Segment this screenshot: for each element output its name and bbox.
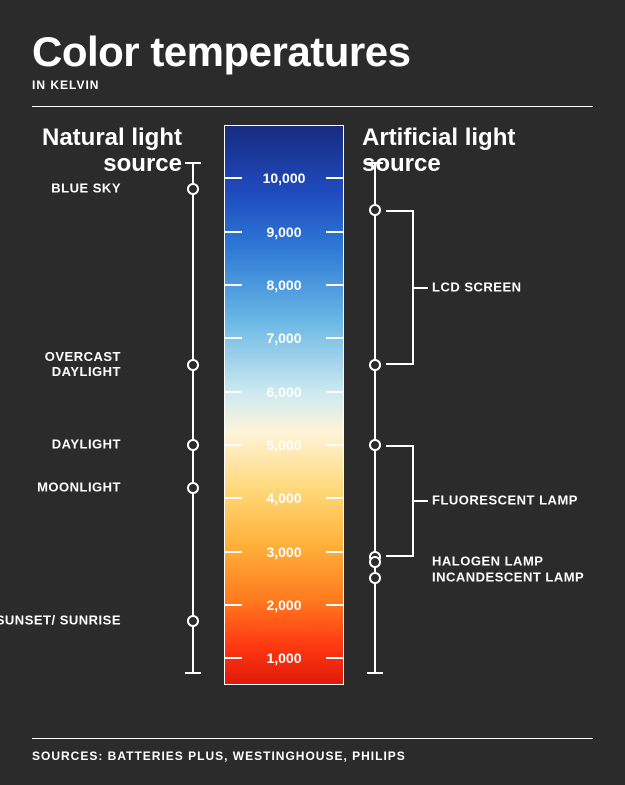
natural-source-label: OVERCAST DAYLIGHT (0, 350, 121, 380)
natural-source-marker (187, 439, 199, 451)
scale-tick: 5,000 (224, 437, 344, 453)
artificial-source-marker (369, 359, 381, 371)
artificial-source-label: FLUORESCENT LAMP (432, 494, 612, 509)
axis-line (374, 162, 376, 674)
artificial-source-marker (369, 204, 381, 216)
left-column-header: Natural light source (32, 125, 182, 178)
artificial-source-label: HALOGEN LAMP (432, 555, 612, 570)
scale-tick: 2,000 (224, 597, 344, 613)
sources-text: SOURCES: BATTERIES PLUS, WESTINGHOUSE, P… (32, 749, 406, 763)
artificial-source-marker (369, 439, 381, 451)
artificial-source-marker (369, 572, 381, 584)
right-column-header: Artificial light source (362, 125, 532, 178)
scale-tick: 4,000 (224, 490, 344, 506)
scale-tick: 3,000 (224, 544, 344, 560)
natural-source-label: MOONLIGHT (0, 480, 121, 495)
natural-source-label: SUNSET/ SUNRISE (0, 614, 121, 629)
chart-area: Natural light source Artificial light so… (32, 125, 593, 695)
chart-title: Color temperatures (32, 28, 593, 76)
natural-source-marker (187, 183, 199, 195)
artificial-source-marker (369, 556, 381, 568)
scale-tick: 6,000 (224, 384, 344, 400)
scale-tick: 7,000 (224, 330, 344, 346)
natural-source-marker (187, 482, 199, 494)
natural-source-label: DAYLIGHT (0, 438, 121, 453)
axis-line (192, 162, 194, 674)
footer-divider (32, 738, 593, 739)
artificial-source-label: INCANDESCENT LAMP (432, 571, 612, 586)
chart-subtitle: IN KELVIN (32, 78, 593, 92)
scale-tick: 8,000 (224, 277, 344, 293)
header-divider (32, 106, 593, 107)
natural-source-marker (187, 615, 199, 627)
range-bracket (386, 445, 414, 557)
scale-tick: 9,000 (224, 224, 344, 240)
artificial-source-label: LCD SCREEN (432, 280, 612, 295)
infographic-container: Color temperatures IN KELVIN Natural lig… (0, 0, 625, 785)
natural-source-marker (187, 359, 199, 371)
range-bracket (386, 210, 414, 365)
scale-tick: 1,000 (224, 650, 344, 666)
scale-tick: 10,000 (224, 170, 344, 186)
natural-source-label: BLUE SKY (0, 182, 121, 197)
